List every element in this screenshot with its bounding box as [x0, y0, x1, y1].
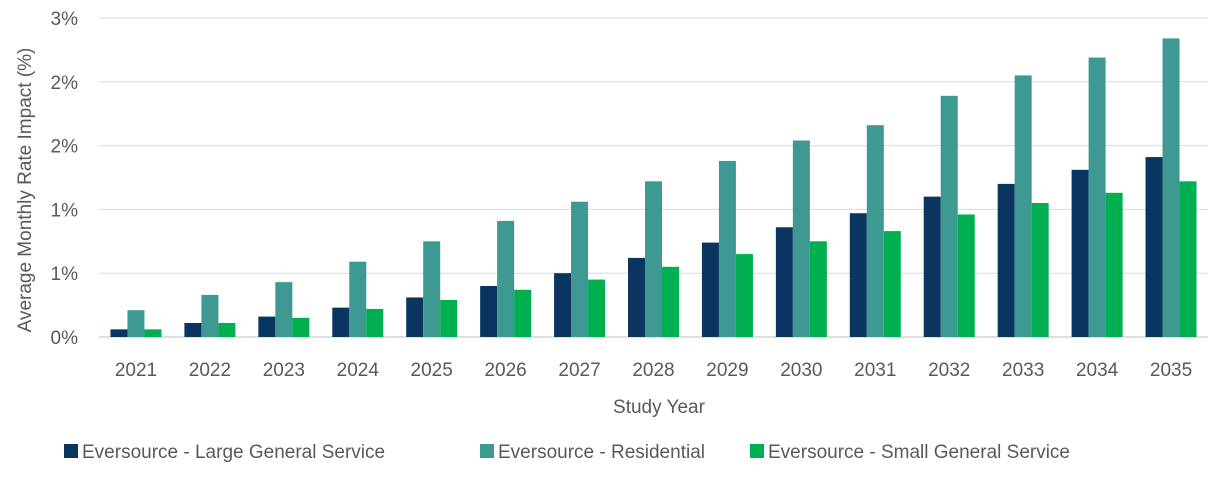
bar-large-general-service-2033	[997, 183, 1015, 337]
bar-large-general-service-2031	[849, 213, 867, 337]
bar-small-general-service-2035	[1179, 181, 1197, 337]
bar-residential-2027	[571, 201, 589, 337]
bar-residential-2023	[275, 282, 293, 337]
legend-swatch	[750, 444, 764, 458]
y-tick-label: 2%	[51, 73, 79, 94]
bar-large-general-service-2022	[184, 322, 202, 337]
bar-residential-2029	[718, 160, 736, 337]
bar-small-general-service-2028	[662, 266, 679, 337]
bar-large-general-service-2021	[110, 329, 128, 337]
bar-small-general-service-2024	[366, 308, 384, 337]
bar-residential-2026	[497, 220, 515, 337]
bar-residential-2031	[866, 125, 884, 338]
legend-swatch	[480, 444, 494, 458]
x-tick-label: 2027	[558, 360, 600, 381]
bar-small-general-service-2023	[292, 317, 310, 337]
bar-large-general-service-2030	[775, 227, 793, 337]
legend-label: Eversource - Small General Service	[768, 442, 1070, 463]
x-tick-label: 2033	[1002, 360, 1044, 381]
bar-small-general-service-2021	[144, 329, 162, 337]
x-tick-label: 2024	[337, 360, 380, 381]
bar-large-general-service-2027	[554, 273, 572, 337]
bar-residential-2035	[1162, 38, 1180, 337]
bar-large-general-service-2035	[1145, 157, 1163, 337]
x-axis-title: Study Year	[613, 397, 706, 418]
y-tick-label: 0%	[51, 328, 79, 349]
bar-residential-2024	[349, 261, 367, 337]
bar-residential-2034	[1088, 57, 1106, 337]
legend-swatch	[64, 444, 78, 458]
x-tick-label: 2022	[189, 360, 231, 381]
bar-large-general-service-2026	[480, 285, 498, 337]
bar-large-general-service-2025	[406, 297, 424, 337]
bar-small-general-service-2025	[440, 299, 458, 337]
bar-residential-2032	[940, 95, 958, 337]
bar-small-general-service-2034	[1105, 192, 1123, 337]
y-axis-ticks: 0% 1% 1% 2% 2% 3%	[51, 9, 79, 349]
bar-small-general-service-2031	[883, 231, 901, 337]
x-tick-label: 2029	[706, 360, 748, 381]
legend-label: Eversource - Large General Service	[82, 442, 385, 463]
y-axis-title: Average Monthly Rate Impact (%)	[15, 48, 36, 333]
y-tick-label: 1%	[51, 264, 79, 285]
y-tick-label: 2%	[51, 137, 79, 158]
bar-large-general-service-2032	[923, 196, 941, 337]
bar-small-general-service-2030	[809, 241, 827, 337]
x-tick-label: 2030	[780, 360, 822, 381]
bar-small-general-service-2026	[514, 289, 532, 337]
bar-large-general-service-2028	[628, 257, 645, 337]
x-tick-label: 2021	[115, 360, 157, 381]
y-tick-label: 1%	[51, 200, 79, 221]
bar-residential-2021	[127, 310, 145, 337]
bar-small-general-service-2022	[218, 322, 236, 337]
x-tick-label: 2026	[484, 360, 526, 381]
legend-label: Eversource - Residential	[498, 442, 705, 463]
x-tick-label: 2023	[263, 360, 305, 381]
bar-large-general-service-2034	[1071, 169, 1089, 337]
bar-small-general-service-2027	[588, 279, 606, 337]
x-axis-ticks: 2021 2022 2023 2024 2025 2026 2027 2028 2029 2030…	[115, 360, 1192, 381]
bar-small-general-service-2029	[735, 254, 753, 337]
bar-small-general-service-2033	[1031, 203, 1049, 337]
x-tick-label: 2031	[854, 360, 896, 381]
bar-residential-2025	[423, 241, 441, 337]
x-tick-label: 2035	[1150, 360, 1192, 381]
bar-large-general-service-2023	[258, 316, 276, 337]
x-tick-label: 2025	[411, 360, 453, 381]
legend: Eversource - Large General Service Everso…	[64, 442, 1070, 463]
bar-small-general-service-2032	[957, 214, 975, 337]
bar-large-general-service-2029	[701, 242, 719, 337]
bar-residential-2028	[645, 181, 662, 337]
x-tick-label: 2028	[632, 360, 674, 381]
y-tick-label: 3%	[51, 9, 79, 30]
x-tick-label: 2032	[928, 360, 970, 381]
x-tick-label: 2034	[1076, 360, 1119, 381]
bars	[110, 38, 1197, 338]
bar-large-general-service-2024	[332, 307, 350, 337]
bar-residential-2030	[792, 140, 810, 337]
bar-residential-2022	[201, 294, 219, 337]
bar-residential-2033	[1014, 75, 1032, 338]
